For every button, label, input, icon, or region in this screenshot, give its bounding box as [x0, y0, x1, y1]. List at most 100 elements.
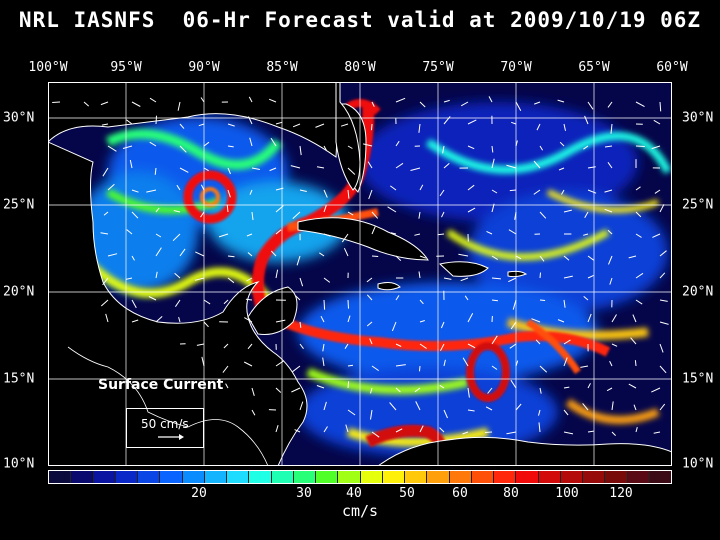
current-vector	[419, 365, 421, 372]
current-vector	[369, 338, 373, 345]
current-vector	[371, 226, 376, 235]
colorbar-swatch-18	[449, 471, 472, 483]
current-vector	[102, 167, 109, 177]
current-vector	[275, 269, 279, 279]
lat-label-15n-left: 15°N	[3, 371, 35, 387]
current-vector	[563, 299, 566, 308]
current-vector	[440, 343, 445, 351]
current-vector	[491, 203, 495, 213]
current-vector	[251, 167, 260, 170]
current-vector	[536, 123, 541, 131]
current-vector	[149, 97, 157, 103]
colorbar-swatch-24	[583, 471, 606, 483]
current-vector	[608, 255, 613, 265]
current-vector	[83, 101, 90, 107]
current-vector	[275, 319, 286, 323]
current-vector	[611, 431, 616, 436]
current-vector	[345, 424, 349, 433]
current-vector	[609, 277, 613, 285]
current-vector	[200, 211, 205, 218]
current-vector	[467, 387, 470, 398]
current-vector	[195, 251, 205, 257]
current-vector	[316, 166, 325, 169]
current-vector	[320, 315, 325, 323]
current-vector	[439, 427, 445, 433]
current-vector	[563, 339, 571, 345]
current-vector	[296, 255, 301, 266]
current-vector	[367, 161, 373, 169]
current-vector	[299, 189, 307, 192]
current-vector	[227, 145, 234, 148]
current-vector	[486, 230, 493, 235]
current-vector	[107, 183, 115, 191]
current-vector	[395, 428, 403, 433]
current-vector	[635, 101, 645, 108]
current-vector	[539, 211, 547, 219]
current-vector	[583, 296, 589, 301]
current-vector	[563, 386, 570, 389]
current-vector	[538, 409, 541, 416]
current-vector	[419, 101, 426, 108]
cuba-island	[297, 217, 429, 261]
current-vector	[290, 165, 301, 169]
reference-vector-label: 50 cm/s	[141, 417, 189, 431]
current-vector	[611, 343, 618, 347]
current-vector	[275, 187, 284, 191]
colorbar-swatch-9	[249, 471, 272, 483]
current-vector	[437, 233, 445, 236]
current-vector	[659, 250, 667, 257]
lon-label-60w: 60°W	[656, 60, 688, 75]
legend-title: Surface Current	[98, 377, 224, 393]
current-vector	[633, 404, 637, 411]
current-vector	[251, 387, 255, 396]
current-vector	[100, 232, 109, 235]
current-vector	[607, 162, 613, 169]
colorbar-swatch-11	[293, 471, 316, 483]
current-vector	[607, 101, 613, 108]
colorbar-swatch-13	[338, 471, 361, 483]
current-vector	[323, 189, 328, 198]
speed-colorbar	[48, 470, 672, 484]
current-vector	[122, 145, 133, 149]
current-vector	[630, 337, 637, 345]
current-vector	[395, 162, 404, 169]
current-vector	[203, 141, 210, 147]
current-vector	[246, 277, 253, 282]
current-vector	[587, 383, 591, 389]
current-vector	[583, 145, 589, 150]
current-vector	[371, 255, 379, 257]
speed-field	[78, 99, 672, 462]
colorbar-swatch-3	[115, 471, 138, 483]
current-vector	[371, 365, 379, 372]
current-vector	[395, 295, 400, 301]
current-vector	[515, 101, 522, 111]
lon-label-65w: 65°W	[578, 60, 610, 75]
current-vector	[419, 425, 424, 433]
colorbar-swatch-17	[427, 471, 450, 483]
current-vector	[632, 314, 637, 323]
current-vector	[146, 189, 157, 193]
current-vector	[587, 255, 594, 261]
current-vector	[362, 143, 373, 147]
current-vector	[539, 387, 542, 394]
current-vector	[491, 255, 498, 261]
current-vector	[131, 255, 135, 261]
current-vector	[101, 123, 109, 126]
current-vector	[410, 167, 421, 171]
current-vector	[395, 140, 400, 147]
current-vector	[651, 145, 661, 150]
colorbar-swatch-19	[471, 471, 494, 483]
current-vector	[174, 299, 181, 307]
current-vector	[510, 379, 517, 389]
lat-label-30n-right: 30°N	[682, 110, 714, 126]
current-vector	[154, 167, 157, 175]
current-vector	[484, 431, 493, 433]
current-vector	[508, 229, 517, 235]
current-vector	[371, 123, 373, 131]
colorbar-tick-20: 20	[191, 486, 207, 501]
current-vector	[587, 101, 594, 110]
current-vector	[506, 431, 517, 435]
current-vector	[635, 272, 644, 279]
current-vector	[563, 431, 574, 435]
colorbar-tick-30: 30	[296, 486, 312, 501]
